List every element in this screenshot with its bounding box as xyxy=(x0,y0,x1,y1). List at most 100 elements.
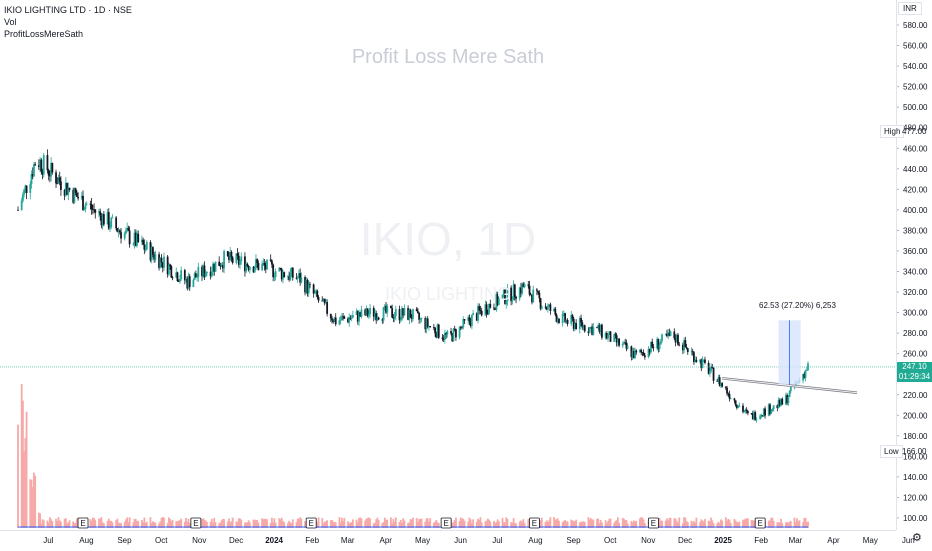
candle-body xyxy=(317,297,320,301)
volume-bar xyxy=(751,520,754,528)
currency-label[interactable]: INR xyxy=(898,2,922,15)
candle-body xyxy=(769,404,771,414)
volume-bar xyxy=(547,521,549,528)
candle-body xyxy=(41,171,44,175)
candle-body xyxy=(126,228,129,231)
time-axis[interactable] xyxy=(0,530,896,551)
candle-body xyxy=(134,232,137,246)
candle-body xyxy=(613,334,616,342)
last-price-tag[interactable]: 247.10 01:29:34 xyxy=(897,362,932,382)
candle-body xyxy=(410,317,413,319)
volume-bar xyxy=(339,522,342,528)
time-tick-label: Nov xyxy=(192,536,206,545)
volume-bar xyxy=(325,521,327,528)
volume-bar xyxy=(631,522,634,528)
volume-bar xyxy=(767,520,770,528)
volume-bar xyxy=(349,522,352,528)
volume-bar xyxy=(235,521,238,528)
candle-body xyxy=(761,415,764,417)
candle-body xyxy=(545,307,548,310)
volume-bar xyxy=(425,518,428,528)
candle-body xyxy=(804,370,807,378)
candle-body xyxy=(726,387,728,394)
candle-body xyxy=(803,374,806,378)
volume-bar xyxy=(599,519,602,528)
volume-bar xyxy=(621,517,624,528)
candle-body xyxy=(272,264,275,278)
volume-bar xyxy=(596,519,598,528)
volume-bar xyxy=(185,517,187,528)
volume-bar xyxy=(150,522,153,528)
candle-body xyxy=(279,267,282,270)
volume-bar xyxy=(613,522,616,528)
time-tick-label: Jun xyxy=(454,536,467,545)
candle-body xyxy=(338,320,341,325)
volume-bar xyxy=(463,520,466,528)
volume-bar xyxy=(729,522,732,528)
candle-body xyxy=(20,200,23,211)
candle-body xyxy=(170,266,173,278)
volume-bar xyxy=(805,521,808,528)
time-tick-label: Feb xyxy=(754,536,768,545)
candle-body xyxy=(123,233,126,239)
candle-body xyxy=(46,155,49,171)
price-axis[interactable] xyxy=(896,0,932,530)
volume-bar xyxy=(187,518,190,528)
volume-bar xyxy=(527,519,530,528)
candle-body xyxy=(428,326,430,327)
volume-bar xyxy=(25,411,28,528)
symbol-title[interactable]: IKIO LIGHTING LTD · 1D · NSE xyxy=(4,5,132,15)
candle-body xyxy=(412,309,414,319)
candle-body xyxy=(591,326,593,335)
candle-body xyxy=(63,189,66,196)
low-value: 166.00 xyxy=(902,447,927,456)
volume-bar xyxy=(201,519,203,528)
volume-bar xyxy=(623,518,625,528)
candle-body xyxy=(74,188,77,193)
candle-body xyxy=(290,267,293,273)
bar-countdown: 01:29:34 xyxy=(898,372,931,381)
candle-body xyxy=(738,405,741,407)
volume-bar xyxy=(515,523,517,528)
volume-bar xyxy=(123,521,126,528)
earnings-marker-icon xyxy=(648,517,659,529)
volume-bar xyxy=(269,522,272,528)
volume-bar xyxy=(493,520,495,528)
volume-bar xyxy=(64,518,67,528)
candle-body xyxy=(407,308,409,320)
candle-body xyxy=(210,271,213,277)
candle-body xyxy=(257,263,260,271)
volume-bar xyxy=(58,520,61,528)
volume-indicator-label[interactable]: Vol xyxy=(4,17,17,27)
volume-bar xyxy=(712,523,715,528)
volume-bar xyxy=(459,517,462,528)
time-tick-label: Nov xyxy=(641,536,655,545)
candle-body xyxy=(149,242,152,261)
candle-body xyxy=(495,293,498,310)
volume-bar xyxy=(358,517,360,528)
volume-bar xyxy=(455,517,457,528)
candle-body xyxy=(127,228,130,231)
volume-bar xyxy=(106,520,109,528)
candle-body xyxy=(185,278,187,281)
candle-body xyxy=(504,289,506,305)
candle-body xyxy=(288,276,291,280)
volume-bar xyxy=(159,521,162,528)
volume-bar xyxy=(562,521,565,528)
volume-bar xyxy=(334,522,337,528)
settings-gear-icon[interactable]: ⚙ xyxy=(912,532,922,544)
custom-indicator-label[interactable]: ProfitLossMereSath xyxy=(4,29,84,39)
candle-body xyxy=(760,415,763,417)
candle-body xyxy=(261,263,264,271)
candle-body xyxy=(106,212,109,225)
candle-body xyxy=(298,273,300,278)
time-tick-label: May xyxy=(415,536,430,545)
candle-body xyxy=(194,273,197,278)
candle-body xyxy=(640,349,643,353)
candle-body xyxy=(566,319,569,324)
volume-bar xyxy=(392,518,395,528)
volume-bar xyxy=(274,522,277,528)
candle-body xyxy=(608,331,611,335)
